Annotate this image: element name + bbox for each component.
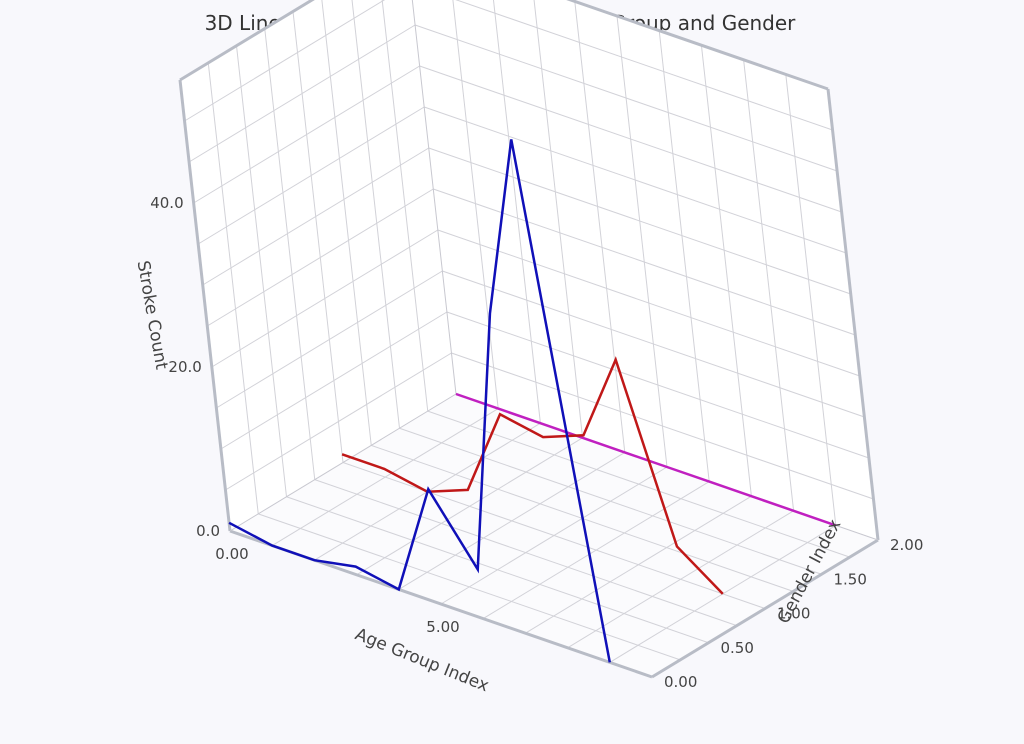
y-grid-back-line [451,352,874,500]
z-grid-left-line [292,11,344,463]
right-back-edge [826,88,880,541]
y-grid-back-line [424,106,847,254]
x-grid-back-line [658,30,710,482]
axis-panes [180,0,878,677]
series-line-gender-1 [341,356,724,595]
z-grid-left-line [351,0,400,429]
y-tick-label: 0.0 [196,522,220,540]
y-axis-label: Stroke Count [133,259,172,371]
y-tick-label: 20.0 [168,358,201,376]
x-tick-label: 5.00 [426,618,459,636]
y-grid-back-line [455,0,833,131]
z-tick-label: 2.00 [890,536,923,554]
y-grid-left-line [207,188,434,327]
z-tick-label: 0.50 [721,639,754,657]
z-grid-left-line [381,0,429,412]
z-grid-floor-line [258,513,681,661]
back-corner-edge [411,0,457,395]
y-grid-back-line [442,270,865,418]
top-left-edge [179,0,315,82]
y-grid-left-line [188,24,416,163]
y-grid-left-line [225,352,452,491]
z-grid-floor-line [314,479,737,627]
y-grid-back-line [446,311,870,459]
y-grid-left-line [193,65,420,204]
series-line-gender-2 [455,392,837,527]
z-tick-label: 1.50 [834,570,867,588]
z-grid-floor-line [342,462,766,609]
x-axis-label: Age Group Index [352,624,491,696]
z-grid-left-line [207,62,259,514]
z-grid-left-line [264,28,316,480]
x-grid-back-line [574,1,626,453]
x-grid-back-line [743,59,795,511]
z-grid-left-line [236,45,287,497]
top-back-edge [566,0,829,91]
x-grid-back-line [616,15,668,468]
z-grid-floor-line [399,427,822,575]
z-grid-floor-line [286,496,709,644]
grid-lines [184,0,874,663]
z-tick-label: 0.00 [664,673,697,691]
z-tick-label: 1.00 [777,605,810,623]
x-grid-back-line [533,0,584,438]
left-wall-pane [180,0,456,531]
z-grid-left-line [321,0,372,446]
x-tick-label: 0.00 [215,545,248,563]
z-axis-edge [651,538,879,679]
series-line-gender-0 [228,139,612,663]
x-grid-back-line [785,74,837,526]
y-axis-edge [178,79,232,532]
x-grid-back-line [700,45,752,497]
floor-left-edge [229,393,457,532]
y-grid-left-line [220,311,448,450]
series-lines [228,139,837,663]
y-grid-left-line [184,0,386,122]
y-grid-back-line [419,65,842,213]
y-grid-left-line [202,147,429,286]
tick-labels: 0.00 5.00 0.0 20.0 40.0 0.00 0.50 1.00 1.50 2.00 [150,194,923,691]
x-grid-back-line [492,0,541,424]
y-grid-left-line [211,229,439,368]
y-grid-left-line [197,106,425,245]
y-grid-back-line [414,24,838,172]
y-tick-label: 40.0 [150,194,183,212]
y-grid-back-line [437,229,860,377]
y-grid-back-line [433,188,856,336]
y-grid-back-line [428,147,851,295]
z-grid-floor-line [427,410,850,558]
y-grid-left-line [216,270,443,409]
